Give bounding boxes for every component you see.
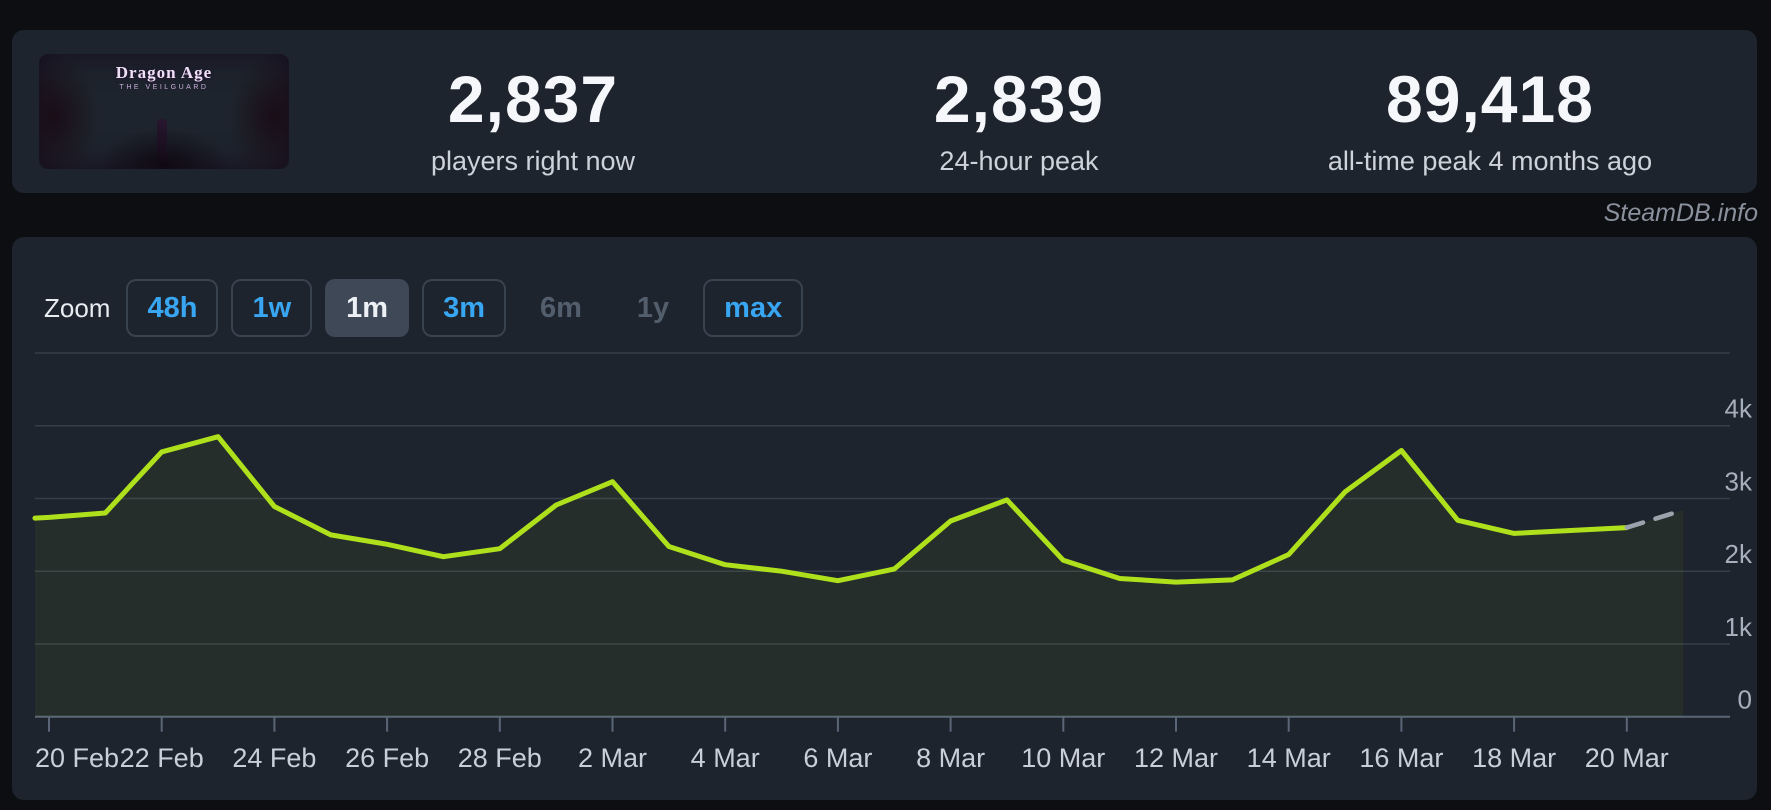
steamdb-credit: SteamDB.info — [1603, 199, 1758, 227]
zoom-button-1y: 1y — [616, 279, 690, 337]
stat-label: players right now — [430, 146, 636, 176]
game-capsule-image[interactable]: Dragon Age THE VEILGUARD — [39, 54, 289, 169]
x-axis-label-8 Mar: 8 Mar — [916, 743, 985, 773]
x-axis-label-22 Feb: 22 Feb — [120, 743, 204, 773]
x-axis-label-16 Mar: 16 Mar — [1359, 743, 1443, 773]
x-axis-label-12 Mar: 12 Mar — [1134, 743, 1218, 773]
x-axis-label-24 Feb: 24 Feb — [232, 743, 316, 773]
stat-value: 2,837 — [447, 62, 619, 136]
x-axis-label-20 Feb: 20 Feb — [35, 743, 119, 773]
player-count-chart[interactable]: 0 1k 2k 3k 4k 20 Feb 22 Feb 24 Feb 26 Feb 28 Feb 2… — [12, 237, 1757, 800]
player-count-line — [32, 434, 1630, 585]
x-axis-label-14 Mar: 14 Mar — [1247, 743, 1331, 773]
zoom-button-1m[interactable]: 1m — [325, 279, 410, 337]
stat-value: 2,839 — [933, 62, 1105, 136]
player-count-provisional-dashed-segment — [1624, 507, 1686, 530]
zoom-button-1w[interactable]: 1w — [231, 279, 313, 337]
x-axis-label-2 Mar: 2 Mar — [578, 743, 647, 773]
y-axis-label-3k: 3k — [1725, 466, 1753, 496]
zoom-bar-label: Zoom — [44, 292, 111, 323]
stat-value: 89,418 — [1386, 62, 1594, 136]
x-axis-label-26 Feb: 26 Feb — [345, 743, 429, 773]
x-axis-label-28 Feb: 28 Feb — [458, 743, 542, 773]
stat-label: 24-hour peak — [939, 146, 1099, 176]
x-axis-label-10 Mar: 10 Mar — [1021, 743, 1105, 773]
x-axis-label-6 Mar: 6 Mar — [803, 743, 872, 773]
header-panel: Dragon Age THE VEILGUARD 2,837 players ri… — [12, 30, 1757, 193]
x-axis-label-20 Mar: 20 Mar — [1585, 743, 1669, 773]
zoom-range-bar: Zoom 48h 1w 1m 3m 6m 1y max — [44, 279, 816, 337]
stat-block-0: 2,837 players right now — [431, 66, 635, 177]
game-subtitle: THE VEILGUARD — [119, 84, 209, 91]
x-axis-label-4 Mar: 4 Mar — [691, 743, 760, 773]
zoom-button-48h[interactable]: 48h — [126, 279, 219, 337]
stat-block-1: 2,839 24-hour peak — [934, 66, 1104, 177]
y-axis-label-4k: 4k — [1725, 394, 1753, 424]
y-axis-label-0: 0 — [1738, 685, 1752, 715]
y-axis-label-2k: 2k — [1725, 539, 1753, 569]
zoom-button-max[interactable]: max — [703, 279, 804, 337]
zoom-button-6m: 6m — [519, 279, 603, 337]
game-title: Dragon Age — [115, 63, 213, 82]
chart-panel: Zoom 48h 1w 1m 3m 6m 1y max 0 1k 2k 3k 4k 20 Feb 22 … — [12, 237, 1757, 800]
x-axis-label-18 Mar: 18 Mar — [1472, 743, 1556, 773]
y-axis-label-1k: 1k — [1725, 612, 1753, 642]
stat-label: all-time peak 4 months ago — [1327, 146, 1653, 176]
stat-block-2: 89,418 all-time peak 4 months ago — [1328, 66, 1652, 177]
zoom-button-3m[interactable]: 3m — [422, 279, 506, 337]
game-capsule-text: Dragon Age THE VEILGUARD — [39, 63, 289, 91]
